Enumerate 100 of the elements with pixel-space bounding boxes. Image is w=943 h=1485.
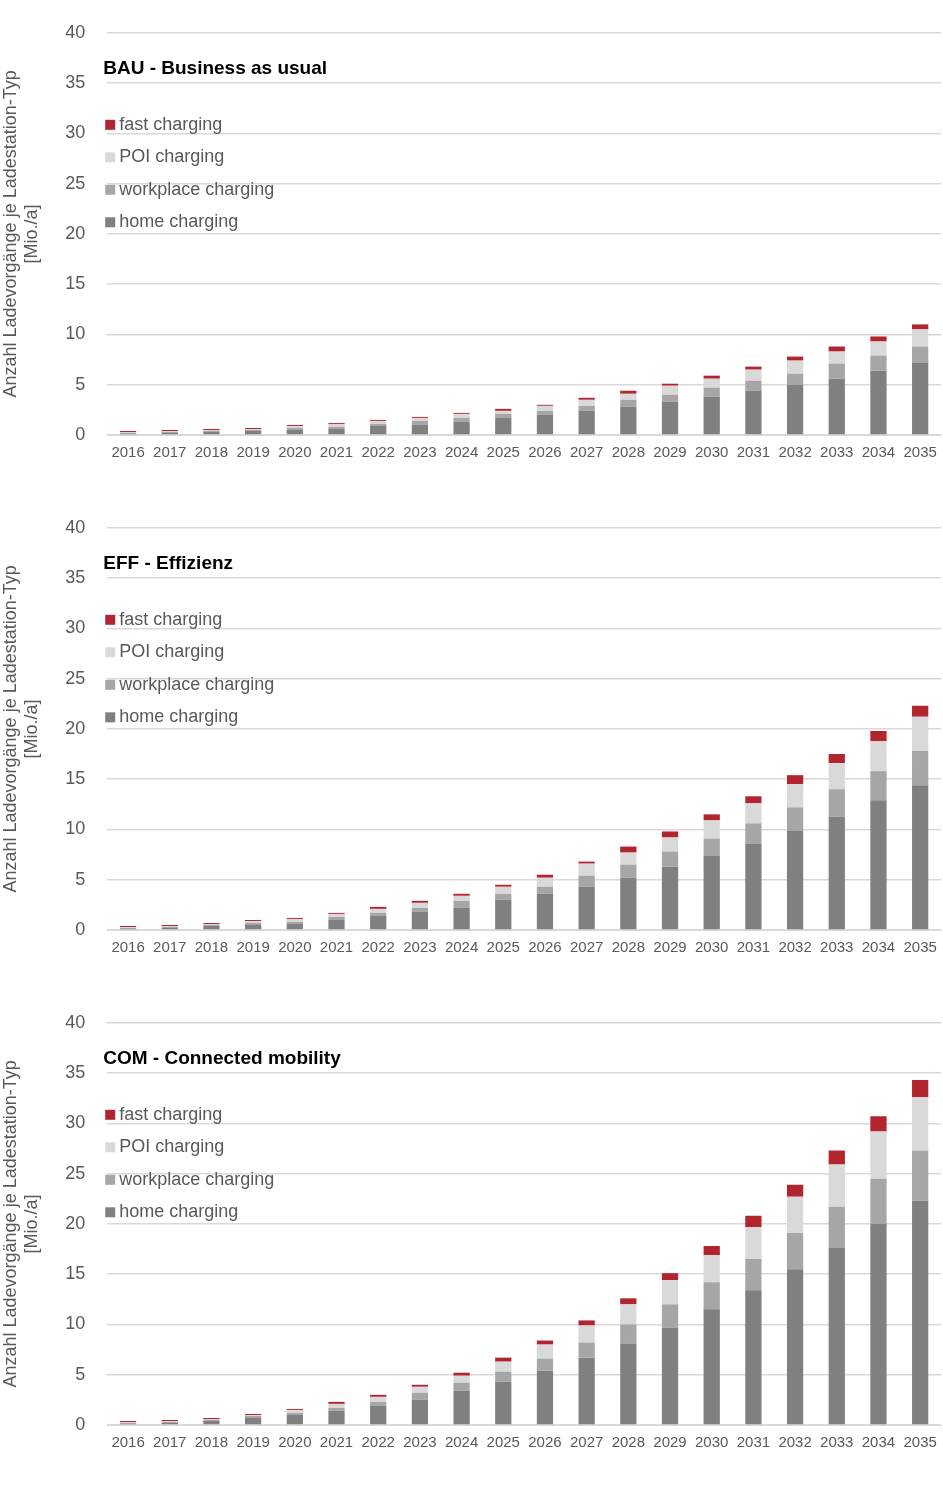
x-tick-label: 2025 xyxy=(486,938,520,956)
bar xyxy=(786,360,804,374)
bar xyxy=(495,413,512,418)
x-tick-label: 2032 xyxy=(778,443,812,461)
bar xyxy=(495,1357,512,1362)
y-tick-label: 35 xyxy=(65,1062,86,1083)
x-tick-label: 2034 xyxy=(861,1433,896,1451)
bar xyxy=(620,877,637,930)
bar xyxy=(536,874,554,878)
bar xyxy=(620,399,637,407)
bar xyxy=(828,816,845,930)
x-tick-label: 2018 xyxy=(194,443,229,461)
bar xyxy=(578,1320,595,1326)
bar xyxy=(411,902,429,908)
x-tick-label: 2035 xyxy=(903,938,937,956)
x-tick-label: 2026 xyxy=(528,443,562,461)
bar xyxy=(870,800,887,930)
bar xyxy=(203,1420,220,1425)
bar xyxy=(453,1390,470,1425)
bar xyxy=(328,1401,345,1404)
bar xyxy=(703,1309,720,1425)
bar xyxy=(703,838,720,856)
x-tick-label: 2019 xyxy=(236,443,270,461)
x-tick-label: 2025 xyxy=(486,1433,520,1451)
legend-label: fast charging xyxy=(119,1103,223,1124)
x-tick-label: 2021 xyxy=(319,443,354,461)
bar xyxy=(370,1405,387,1425)
bar xyxy=(370,1396,387,1402)
legend-label: workplace charging xyxy=(118,1168,275,1189)
bar xyxy=(912,324,929,330)
bar xyxy=(620,1298,637,1305)
bar xyxy=(536,1370,554,1425)
y-tick-label: 20 xyxy=(65,1212,86,1233)
bar xyxy=(453,421,470,435)
bar xyxy=(870,355,887,371)
y-tick-label: 25 xyxy=(65,172,86,193)
y-tick-label: 15 xyxy=(65,768,86,789)
bar xyxy=(370,906,387,909)
y-tick-label: 35 xyxy=(65,72,86,93)
text: COM - Connected mobility xyxy=(103,1047,342,1069)
legend-label: POI charging xyxy=(119,641,225,662)
x-tick-label: 2020 xyxy=(278,938,312,956)
bar xyxy=(578,405,595,411)
bar xyxy=(661,1280,679,1305)
y-tick-label: 20 xyxy=(65,222,86,243)
bar xyxy=(411,907,429,912)
bar xyxy=(578,886,595,930)
bar xyxy=(495,884,512,887)
legend-label: home charging xyxy=(119,211,239,232)
x-tick-label: 2018 xyxy=(194,938,229,956)
bar xyxy=(495,1361,512,1372)
x-tick-label: 2016 xyxy=(111,443,145,461)
bar xyxy=(536,1358,554,1371)
bar xyxy=(495,893,512,900)
y-tick-label: 10 xyxy=(65,323,86,344)
legend-label: home charging xyxy=(119,1201,239,1222)
x-tick-label: 2033 xyxy=(820,443,854,461)
x-tick-label: 2028 xyxy=(611,938,646,956)
y-tick-label: 40 xyxy=(65,1011,86,1032)
bar xyxy=(703,375,720,379)
bar xyxy=(453,1375,470,1383)
x-tick-label: 2020 xyxy=(278,1433,312,1451)
bar xyxy=(245,924,262,930)
bar xyxy=(411,1384,429,1387)
x-tick-label: 2017 xyxy=(153,443,187,461)
bar xyxy=(453,1382,470,1391)
bar xyxy=(411,1399,429,1425)
bar xyxy=(786,1232,804,1270)
bar xyxy=(786,373,804,385)
bar xyxy=(620,390,637,394)
x-tick-label: 2027 xyxy=(569,1433,604,1451)
bar xyxy=(328,1403,345,1408)
bar xyxy=(828,789,845,817)
bar xyxy=(453,893,470,896)
bar xyxy=(620,393,637,400)
bar xyxy=(370,912,387,916)
bar xyxy=(786,807,804,831)
x-tick-label: 2029 xyxy=(653,938,687,956)
bar xyxy=(536,405,554,411)
bar xyxy=(870,341,887,356)
bar xyxy=(453,413,470,418)
bar xyxy=(328,919,345,930)
bar xyxy=(661,1327,679,1425)
bar xyxy=(786,384,804,435)
y-tick-label: 5 xyxy=(75,868,86,889)
x-tick-label: 2017 xyxy=(153,938,187,956)
bar xyxy=(661,851,679,867)
x-tick-label: 2030 xyxy=(695,443,729,461)
y-tick-label: 40 xyxy=(65,516,86,537)
x-tick-label: 2018 xyxy=(194,1433,229,1451)
bar xyxy=(578,861,595,864)
bar xyxy=(620,852,637,865)
x-tick-label: 2031 xyxy=(736,443,771,461)
x-tick-label: 2031 xyxy=(736,1433,771,1451)
bar xyxy=(536,893,554,930)
x-tick-label: 2019 xyxy=(236,938,270,956)
x-tick-label: 2024 xyxy=(444,443,479,461)
bar xyxy=(661,383,679,386)
bar xyxy=(912,1150,929,1201)
bar xyxy=(245,1417,262,1425)
